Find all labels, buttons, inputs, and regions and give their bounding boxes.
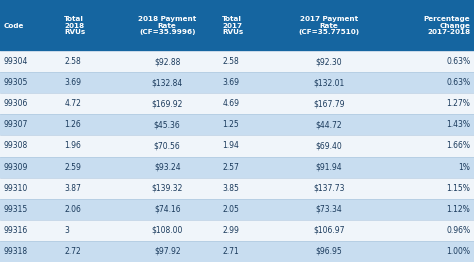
Text: $93.24: $93.24 [154,163,181,172]
Text: $45.36: $45.36 [154,121,181,129]
Bar [0,157,474,178]
Text: $69.40: $69.40 [316,141,343,150]
Text: 99305: 99305 [4,78,28,87]
Text: 4.69: 4.69 [222,99,239,108]
Text: 99308: 99308 [4,141,28,150]
Text: Total
2018
RVUs: Total 2018 RVUs [64,16,86,35]
Bar [0,241,474,262]
Text: 2.72: 2.72 [64,247,81,256]
Bar [0,135,474,157]
Text: 3.69: 3.69 [64,78,82,87]
Text: $167.79: $167.79 [313,99,345,108]
Text: 1.94: 1.94 [222,141,239,150]
Bar [0,114,474,135]
Text: Code: Code [4,23,24,29]
Text: $92.88: $92.88 [154,57,181,66]
Text: $132.01: $132.01 [313,78,345,87]
Text: $106.97: $106.97 [313,226,345,235]
Text: $92.30: $92.30 [316,57,343,66]
Text: 1.00%: 1.00% [446,247,470,256]
Text: $169.92: $169.92 [152,99,183,108]
Text: 1.12%: 1.12% [447,205,470,214]
Text: 2.06: 2.06 [64,205,81,214]
Text: 1.43%: 1.43% [446,121,470,129]
Bar [0,72,474,93]
Text: $97.92: $97.92 [154,247,181,256]
Bar [0,0,474,51]
Bar [0,51,474,72]
Text: 2.58: 2.58 [64,57,81,66]
Text: 3.69: 3.69 [222,78,239,87]
Text: 3: 3 [64,226,69,235]
Text: 0.63%: 0.63% [446,57,470,66]
Text: 3.87: 3.87 [64,184,81,193]
Text: 2.57: 2.57 [222,163,239,172]
Bar [0,220,474,241]
Text: 2017 Payment
Rate
(CF=35.77510): 2017 Payment Rate (CF=35.77510) [299,16,360,35]
Text: $108.00: $108.00 [152,226,183,235]
Text: 3.85: 3.85 [222,184,239,193]
Text: $96.95: $96.95 [316,247,343,256]
Text: Total
2017
RVUs: Total 2017 RVUs [222,16,244,35]
Text: 1.15%: 1.15% [447,184,470,193]
Text: 2018 Payment
Rate
(CF=35.9996): 2018 Payment Rate (CF=35.9996) [138,16,196,35]
Text: 1.96: 1.96 [64,141,81,150]
Text: 2.59: 2.59 [64,163,81,172]
Text: 99310: 99310 [4,184,28,193]
Text: 2.05: 2.05 [222,205,239,214]
Text: 99316: 99316 [4,226,28,235]
Text: 99318: 99318 [4,247,28,256]
Text: Percentage
Change
2017-2018: Percentage Change 2017-2018 [424,16,470,35]
Text: $137.73: $137.73 [313,184,345,193]
Text: 1%: 1% [458,163,470,172]
Text: 1.25: 1.25 [222,121,239,129]
Text: 99307: 99307 [4,121,28,129]
Text: 0.63%: 0.63% [446,78,470,87]
Text: 99306: 99306 [4,99,28,108]
Text: $132.84: $132.84 [152,78,183,87]
Text: 2.71: 2.71 [222,247,239,256]
Text: 99309: 99309 [4,163,28,172]
Text: 99304: 99304 [4,57,28,66]
Text: $139.32: $139.32 [152,184,183,193]
Bar [0,199,474,220]
Text: $91.94: $91.94 [316,163,343,172]
Text: 2.58: 2.58 [222,57,239,66]
Text: $74.16: $74.16 [154,205,181,214]
Text: 1.66%: 1.66% [446,141,470,150]
Text: $70.56: $70.56 [154,141,181,150]
Text: 1.27%: 1.27% [447,99,470,108]
Text: $73.34: $73.34 [316,205,343,214]
Text: 2.99: 2.99 [222,226,239,235]
Text: 4.72: 4.72 [64,99,81,108]
Text: 1.26: 1.26 [64,121,81,129]
Text: 0.96%: 0.96% [446,226,470,235]
Text: $44.72: $44.72 [316,121,343,129]
Text: 99315: 99315 [4,205,28,214]
Bar [0,93,474,114]
Bar [0,178,474,199]
